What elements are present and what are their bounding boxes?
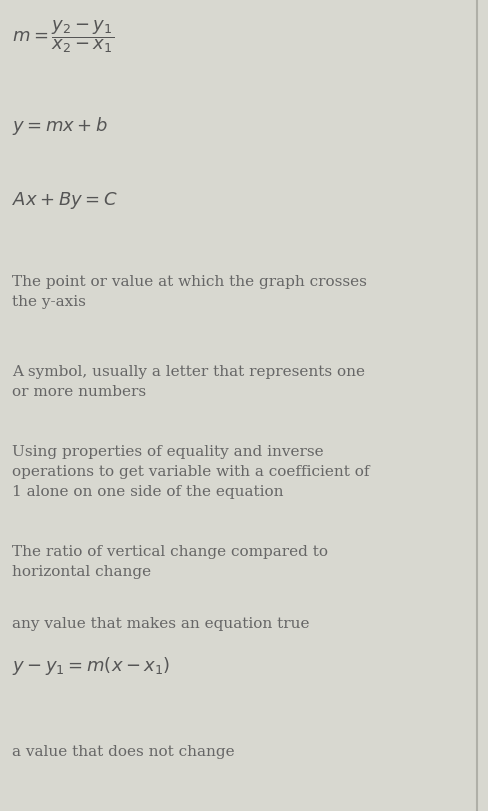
Text: any value that makes an equation true: any value that makes an equation true — [12, 616, 309, 630]
Text: $y - y_1 = m(x - x_1)$: $y - y_1 = m(x - x_1)$ — [12, 654, 170, 676]
Text: A symbol, usually a letter that represents one
or more numbers: A symbol, usually a letter that represen… — [12, 365, 364, 398]
Text: The ratio of vertical change compared to
horizontal change: The ratio of vertical change compared to… — [12, 544, 327, 578]
Text: Using properties of equality and inverse
operations to get variable with a coeff: Using properties of equality and inverse… — [12, 444, 369, 499]
Text: $m = \dfrac{y_2 - y_1}{x_2 - x_1}$: $m = \dfrac{y_2 - y_1}{x_2 - x_1}$ — [12, 18, 114, 54]
Text: $y = mx + b$: $y = mx + b$ — [12, 115, 108, 137]
Text: a value that does not change: a value that does not change — [12, 744, 234, 758]
Text: The point or value at which the graph crosses
the y-axis: The point or value at which the graph cr… — [12, 275, 366, 309]
Text: $Ax + By = C$: $Ax + By = C$ — [12, 190, 118, 211]
